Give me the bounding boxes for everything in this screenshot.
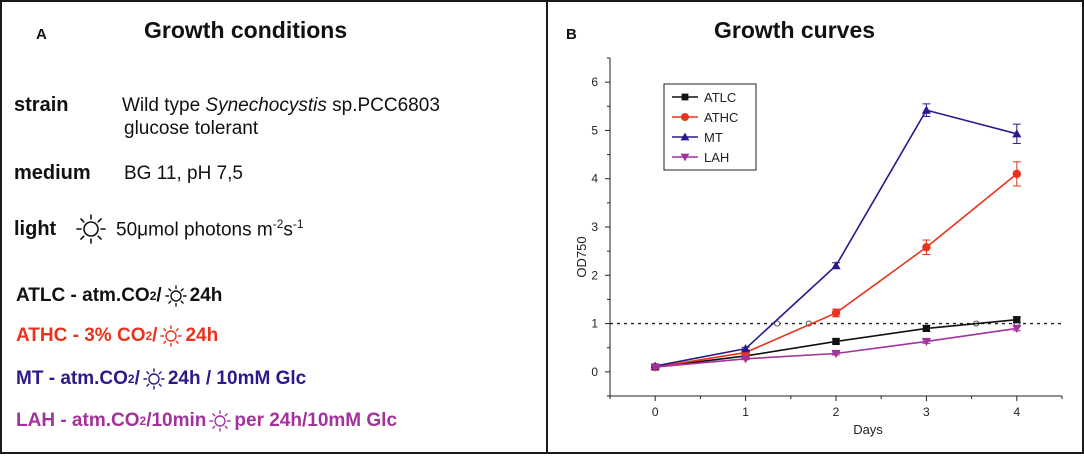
data-point-mt: [831, 261, 841, 270]
condition-atlc-after: 24h: [189, 285, 223, 306]
legend-marker-mt: [680, 132, 690, 141]
light-value: 50μmol photons m-2s-1: [116, 217, 304, 241]
y-axis-label: OD750: [574, 236, 589, 277]
legend-label-athc: ATHC: [704, 110, 738, 125]
condition-athc-sub: 2: [145, 329, 153, 343]
data-point-lah: [831, 349, 841, 359]
x-axis-label: Days: [853, 422, 883, 437]
medium-label: medium: [14, 162, 91, 184]
condition-mt-text: MT - atm.CO: [16, 368, 128, 389]
panel-a-growth-conditions: A Growth conditions strain Wild type Syn…: [0, 0, 548, 454]
strain-label: strain: [14, 94, 69, 116]
condition-mt-post: /: [134, 368, 140, 389]
light-row: light 50μmol photons m-2s-1: [14, 214, 304, 244]
strain-genus: Synechocystis: [205, 95, 327, 116]
condition-atlc: ATLC - atm.CO 2/ 24h: [16, 285, 222, 307]
data-point-lah: [1012, 324, 1022, 333]
light-value-main: 50μmol photons m: [116, 219, 273, 241]
x-tick-label: 1: [742, 405, 749, 419]
data-point-athc: [922, 243, 931, 252]
sun-icon: [76, 214, 106, 244]
data-point-mt: [741, 344, 751, 353]
condition-atlc-text: ATLC - atm.CO: [16, 285, 150, 306]
condition-lah: LAH - atm.CO 2/10min per 24h/10mM Glc: [16, 410, 397, 432]
data-point-mt: [1012, 129, 1022, 138]
legend-label-lah: LAH: [704, 150, 729, 165]
condition-athc-after: 24h: [185, 325, 219, 346]
condition-atlc-sub: 2: [149, 289, 157, 303]
sun-icon: [160, 325, 183, 347]
panel-a-title: Growth conditions: [144, 17, 348, 43]
condition-mt-sub: 2: [127, 372, 135, 386]
condition-mt: MT - atm.CO 2/ 24h / 10mM Glc: [16, 368, 306, 390]
condition-mt-after: 24h / 10mM Glc: [167, 368, 307, 389]
y-tick-label: 1: [591, 317, 598, 331]
light-label: light: [14, 217, 57, 240]
legend-label-mt: MT: [704, 130, 723, 145]
sun-icon: [164, 285, 187, 307]
strain-row-line2: glucose tolerant: [124, 118, 258, 140]
condition-lah-after: per 24h/10mM Glc: [234, 410, 398, 431]
panel-a-letter: A: [36, 26, 47, 43]
y-tick-label: 5: [591, 123, 598, 137]
x-tick-label: 0: [652, 405, 659, 419]
data-point-atlc: [832, 337, 840, 346]
data-point-athc: [831, 308, 841, 318]
y-tick-label: 4: [591, 172, 598, 186]
legend-box: [663, 83, 757, 171]
panel-b-title: Growth curves: [714, 17, 876, 43]
strain-value: Wild type Synechocystis sp.PCC6803: [122, 95, 440, 117]
legend-marker-atlc: [681, 93, 689, 101]
sun-icon: [143, 368, 165, 390]
sun-icon: [209, 410, 232, 432]
medium-value: BG 11, pH 7,5: [124, 163, 243, 184]
data-point-atlc: [1013, 316, 1021, 324]
series-line-lah: [655, 327, 1017, 368]
x-tick-label: 2: [833, 405, 840, 419]
data-point-atlc: [922, 324, 930, 332]
strain-suffix: sp.PCC6803: [326, 95, 440, 116]
condition-athc-text: ATHC - 3% CO: [16, 325, 146, 346]
panel-b-letter: B: [566, 26, 577, 43]
condition-athc-post: /: [152, 325, 158, 346]
light-sup1: -2: [272, 216, 284, 231]
medium-row: medium BG 11, pH 7,5: [14, 162, 243, 185]
legend-marker-athc: [681, 113, 689, 121]
x-tick-label: 4: [1013, 405, 1020, 419]
legend-label-atlc: ATLC: [704, 90, 736, 105]
y-tick-label: 3: [591, 220, 598, 234]
legend-marker-lah: [680, 153, 690, 162]
strain-value-line2: glucose tolerant: [124, 118, 259, 139]
condition-lah-sub: 2: [139, 414, 147, 428]
data-point-athc: [1012, 169, 1021, 179]
strain-prefix: Wild type: [122, 95, 206, 116]
y-tick-label: 0: [591, 365, 598, 379]
y-tick-label: 6: [591, 75, 598, 89]
growth-curves-chart: 0 1 2 3 4 5 6 0 1 2 3 4 Days OD750 ATLC ATHC MT LAH: [574, 57, 1063, 437]
condition-athc: ATHC - 3% CO 2/ 24h: [16, 325, 218, 347]
x-tick-label: 3: [923, 405, 930, 419]
strain-row: strain Wild type Synechocystis sp.PCC680…: [14, 94, 440, 117]
condition-lah-text: LAH - atm.CO: [16, 410, 140, 431]
reference-marker: [774, 320, 781, 327]
data-point-lah: [921, 337, 931, 347]
condition-atlc-post: /: [156, 285, 162, 306]
data-point-mt: [921, 105, 931, 114]
panel-b-growth-curves: B Growth curves 0 1 2 3 4 5 6 0 1 2 3 4 Days OD750 ATL…: [546, 0, 1084, 454]
data-point-lah: [650, 363, 660, 372]
light-sup2: -1: [292, 216, 304, 231]
condition-lah-post: /10min: [146, 410, 207, 431]
y-tick-label: 2: [591, 268, 598, 282]
light-value-mid: s: [283, 219, 293, 241]
data-point-lah: [741, 355, 751, 364]
